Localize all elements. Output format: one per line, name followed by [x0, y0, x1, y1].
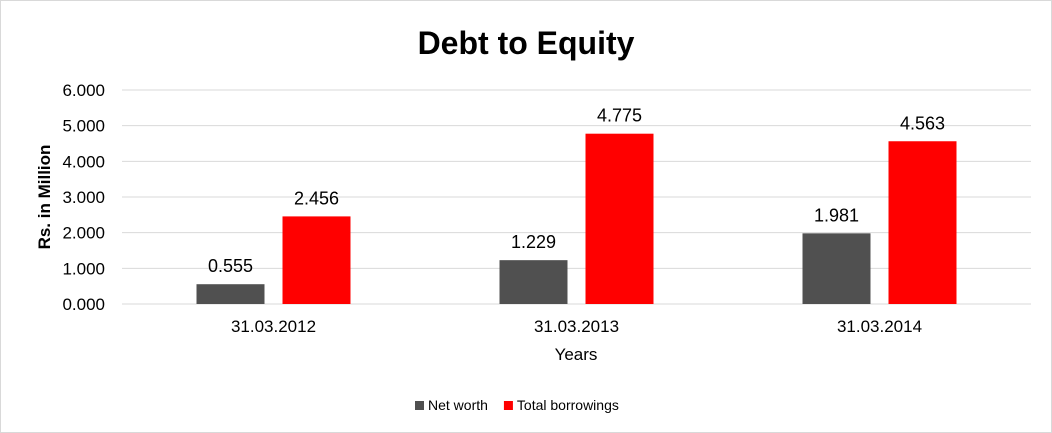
legend-swatch [415, 401, 424, 410]
y-tick-label: 5.000 [62, 117, 105, 136]
data-label: 2.456 [294, 188, 339, 208]
x-tick-label: 31.03.2012 [231, 317, 316, 336]
legend-item: Total borrowings [503, 397, 619, 413]
legend-swatch [503, 401, 513, 410]
legend: Net worth Total borrowings [415, 397, 619, 413]
bar-net-worth [802, 233, 871, 304]
y-tick-label: 6.000 [62, 81, 105, 100]
data-label: 4.775 [597, 106, 642, 126]
bar-layer [196, 133, 957, 304]
y-tick-label: 4.000 [62, 152, 105, 171]
y-tick-label: 1.000 [62, 259, 105, 278]
bar-total-borrowings [282, 216, 351, 304]
legend-label: Total borrowings [517, 397, 619, 413]
bar-total-borrowings [888, 141, 957, 304]
y-tick-label: 3.000 [62, 188, 105, 207]
x-axis-title: Years [555, 345, 598, 364]
data-label: 4.563 [900, 113, 945, 133]
chart-title: Debt to Equity [418, 25, 635, 61]
bar-net-worth [196, 284, 265, 304]
y-tick-layer: 0.000 1.000 2.000 3.000 4.000 5.000 6.000 [62, 81, 105, 314]
y-axis-title: Rs. in Million [35, 145, 54, 250]
bar-total-borrowings [585, 133, 654, 304]
data-label: 1.229 [511, 232, 556, 252]
y-tick-label: 0.000 [62, 295, 105, 314]
y-tick-label: 2.000 [62, 224, 105, 243]
data-label: 1.981 [814, 205, 859, 225]
data-label: 0.555 [208, 256, 253, 276]
legend-item: Net worth [415, 397, 488, 413]
x-tick-label: 31.03.2013 [534, 317, 619, 336]
x-tick-layer: 31.03.2012 31.03.2013 31.03.2014 [231, 317, 922, 336]
x-tick-label: 31.03.2014 [837, 317, 922, 336]
label-layer: 0.555 2.456 1.229 4.775 1.981 4.563 [208, 106, 945, 277]
grid-layer [122, 89, 1031, 305]
legend-label: Net worth [428, 397, 488, 413]
bar-net-worth [499, 260, 568, 304]
